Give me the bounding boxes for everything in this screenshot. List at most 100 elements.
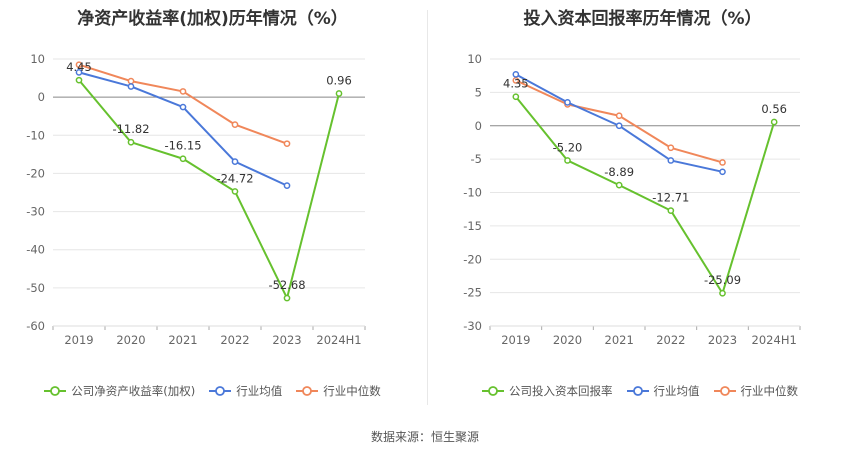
x-tick-label: 2022 xyxy=(220,333,249,347)
avg-data-point xyxy=(719,168,726,176)
legend-label: 行业中位数 xyxy=(323,384,381,398)
y-tick-label: -30 xyxy=(26,205,45,219)
legend-item-avg[interactable]: 行业均值 xyxy=(626,383,700,399)
company-data-point xyxy=(127,138,135,146)
legend-item-company[interactable]: 公司净资产收益率(加权) xyxy=(44,383,195,399)
company-data-point xyxy=(770,118,778,126)
avg-data-point xyxy=(512,71,520,78)
company-data-label: 0.96 xyxy=(326,73,352,87)
median-data-point xyxy=(667,144,675,152)
company-data-label: -8.89 xyxy=(604,165,634,179)
legend-marker-icon xyxy=(626,386,649,396)
y-tick-label: -40 xyxy=(26,243,45,257)
x-tick-label: 2023 xyxy=(708,333,737,347)
median-data-point xyxy=(615,112,623,120)
legend-label: 行业均值 xyxy=(236,384,283,398)
company-data-point xyxy=(283,294,291,302)
roe-chart-panel: 10 0 -10 -20 -30 -40 -50 -60 2019 2020 2021 2022 202… xyxy=(0,0,425,410)
company-data-point xyxy=(564,157,571,164)
median-data-point xyxy=(127,77,135,85)
roe-chart-svg: 10 0 -10 -20 -30 -40 -50 -60 2019 2020 2021 2022 202… xyxy=(26,52,366,347)
roe-chart-legend: 公司净资产收益率(加权) 行业均值 行业中位数 xyxy=(0,380,425,402)
median-data-point xyxy=(512,77,520,84)
median-data-point xyxy=(231,121,239,128)
company-data-point xyxy=(512,93,520,101)
x-tick-label: 2020 xyxy=(116,333,145,347)
roic-chart-svg: 10 5 0 -5 -10 -15 -20 -25 -30 2019 2020 2021 2022 202… xyxy=(463,52,801,347)
legend-label: 公司净资产收益率(加权) xyxy=(71,384,196,398)
x-tick-label: 2024H1 xyxy=(316,333,361,347)
roe-chart-title: 净资产收益率(加权)历年情况（%） xyxy=(77,9,348,29)
avg-data-point xyxy=(127,83,135,90)
company-data-point xyxy=(719,289,726,297)
avg-data-point xyxy=(564,99,571,106)
company-data-label: -12.71 xyxy=(652,191,689,205)
y-tick-label: -20 xyxy=(463,252,482,266)
x-tick-label: 2020 xyxy=(553,333,582,347)
x-tick-label: 2021 xyxy=(168,333,197,347)
legend-item-median[interactable]: 行业中位数 xyxy=(713,383,799,399)
legend-item-median[interactable]: 行业中位数 xyxy=(296,383,381,399)
y-tick-label: -15 xyxy=(463,219,482,233)
y-tick-label: 0 xyxy=(475,119,482,133)
company-data-label: 4.45 xyxy=(66,60,92,74)
y-tick-label: 5 xyxy=(475,85,482,99)
legend-item-avg[interactable]: 行业均值 xyxy=(209,383,282,399)
avg-data-point xyxy=(615,122,623,130)
company-data-label: -11.82 xyxy=(112,122,149,136)
y-tick-label: -50 xyxy=(26,281,45,295)
avg-data-point xyxy=(179,103,187,111)
y-tick-label: 0 xyxy=(38,90,45,104)
median-data-point xyxy=(283,140,291,148)
y-tick-label: 10 xyxy=(30,52,45,66)
company-data-point xyxy=(615,181,623,189)
avg-data-point xyxy=(667,157,675,164)
y-tick-label: -25 xyxy=(463,286,482,300)
y-tick-label: 10 xyxy=(467,52,482,66)
company-data-label: -24.72 xyxy=(216,171,253,185)
company-data-label: -52.68 xyxy=(268,278,305,292)
legend-marker-icon xyxy=(296,386,319,396)
y-tick-label: -10 xyxy=(463,186,482,200)
legend-marker-icon xyxy=(44,386,67,396)
x-tick-label: 2019 xyxy=(64,333,93,347)
roic-chart-title: 投入资本回报率历年情况（%） xyxy=(523,9,762,29)
company-data-label: 0.56 xyxy=(761,102,787,116)
company-data-label: -25.09 xyxy=(704,273,741,287)
roic-chart-legend: 公司投入资本回报率 行业均值 行业中位数 xyxy=(430,380,850,402)
legend-marker-icon xyxy=(209,386,232,396)
y-tick-label: -60 xyxy=(26,319,45,333)
company-data-point xyxy=(667,207,675,214)
company-data-point xyxy=(335,90,343,97)
median-data-point xyxy=(719,159,726,166)
avg-data-point xyxy=(231,158,239,165)
median-data-point xyxy=(179,88,187,95)
data-source-note: 数据来源：恒生聚源 xyxy=(370,430,479,444)
x-tick-label: 2022 xyxy=(656,333,685,347)
legend-label: 公司投入资本回报率 xyxy=(509,384,613,398)
x-tick-label: 2024H1 xyxy=(752,333,797,347)
legend-marker-icon xyxy=(713,386,736,396)
roic-chart-panel: 10 5 0 -5 -10 -15 -20 -25 -30 2019 2020 2021 2022 202… xyxy=(430,0,850,410)
company-data-point xyxy=(231,188,239,195)
median-data-point xyxy=(75,61,83,69)
company-series-line xyxy=(515,96,776,295)
legend-marker-icon xyxy=(482,386,504,396)
company-data-label: 4.35 xyxy=(503,77,529,91)
avg-data-point xyxy=(283,182,291,189)
x-tick-label: 2023 xyxy=(272,333,301,347)
legend-item-company[interactable]: 公司投入资本回报率 xyxy=(482,383,613,399)
avg-data-point xyxy=(75,69,83,76)
y-tick-label: -30 xyxy=(463,319,482,333)
panel-divider xyxy=(427,10,428,405)
company-data-label: -16.15 xyxy=(164,139,201,153)
legend-label: 行业中位数 xyxy=(740,384,799,398)
legend-label: 行业均值 xyxy=(653,384,700,398)
company-data-point xyxy=(75,76,83,84)
x-tick-label: 2021 xyxy=(605,333,634,347)
y-tick-label: -20 xyxy=(26,166,45,180)
y-tick-label: -10 xyxy=(26,128,45,142)
company-data-point xyxy=(179,155,187,163)
x-tick-label: 2019 xyxy=(501,333,530,347)
y-tick-label: -5 xyxy=(471,152,482,166)
